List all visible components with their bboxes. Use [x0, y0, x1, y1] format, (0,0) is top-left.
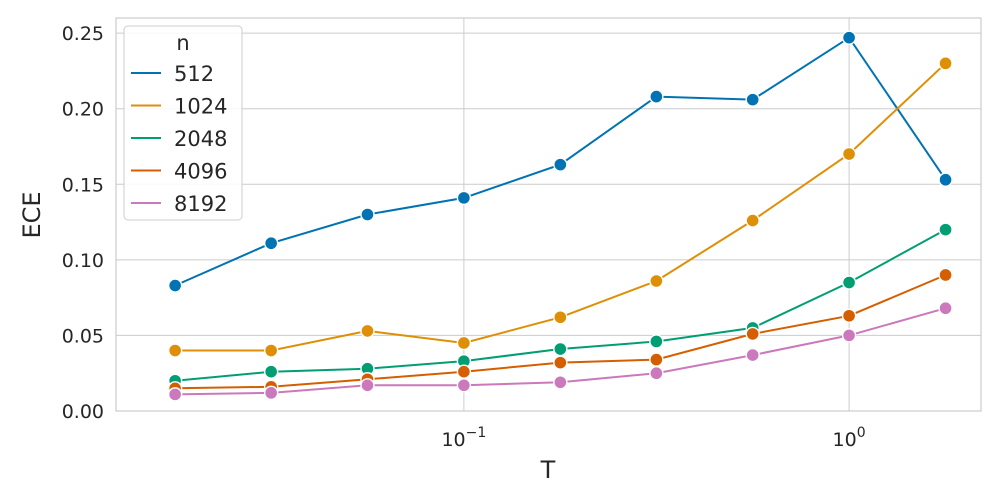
data-point — [263, 236, 279, 251]
data-point — [553, 355, 568, 370]
data-point — [649, 89, 664, 104]
legend-items: 512 1024 2048 4096 8192 — [131, 62, 227, 216]
series-line-1024 — [175, 62, 947, 352]
data-point — [649, 273, 664, 289]
data-point — [649, 352, 664, 367]
data-point — [456, 378, 472, 393]
legend-box — [123, 25, 243, 221]
data-point — [745, 347, 760, 363]
data-point — [553, 310, 568, 325]
data-point — [360, 207, 375, 222]
legend-title: n — [176, 31, 189, 55]
data-point — [938, 267, 953, 283]
series-group — [167, 30, 953, 402]
y-axis-ticks: 0.00 0.05 0.10 0.15 0.20 0.25 — [62, 23, 104, 423]
data-point — [649, 334, 664, 349]
data-point — [745, 326, 760, 342]
data-point — [553, 341, 568, 357]
data-point — [938, 301, 953, 316]
series-512 — [167, 30, 953, 293]
y-tick-label: 0.00 — [62, 401, 104, 423]
data-point — [360, 323, 375, 339]
legend: n 512 1024 2048 4096 8192 — [123, 25, 243, 221]
x-axis-ticks: 10−1 100 — [441, 425, 865, 451]
legend-item-label: 2048 — [174, 127, 227, 151]
data-point — [167, 278, 183, 293]
y-tick-label: 0.10 — [62, 250, 104, 272]
y-tick-label: 0.05 — [62, 325, 104, 347]
legend-item-label: 8192 — [174, 192, 227, 216]
y-tick-label: 0.25 — [62, 23, 104, 45]
y-tick-label: 0.20 — [62, 99, 104, 121]
data-point — [167, 387, 183, 402]
data-point — [841, 275, 857, 290]
data-point — [745, 92, 760, 107]
data-point — [263, 364, 279, 379]
data-point — [938, 222, 953, 237]
y-axis-label: ECE — [18, 191, 46, 238]
plot-frame — [115, 17, 982, 412]
x-tick-label: 10−1 — [441, 425, 486, 451]
x-axis-label: T — [540, 456, 556, 484]
data-point — [841, 146, 857, 162]
data-point — [360, 378, 375, 393]
data-point — [938, 172, 953, 187]
data-point — [456, 190, 472, 206]
data-point — [167, 343, 183, 358]
series-1024 — [167, 56, 953, 358]
data-point — [456, 364, 472, 379]
legend-item-label: 4096 — [174, 160, 227, 184]
data-point — [938, 56, 953, 71]
data-point — [841, 30, 857, 45]
data-point — [456, 335, 472, 351]
data-point — [841, 328, 857, 343]
data-point — [745, 213, 760, 228]
data-point — [263, 385, 279, 401]
y-tick-label: 0.15 — [62, 174, 104, 196]
data-point — [553, 375, 568, 390]
legend-item-label: 512 — [174, 62, 214, 86]
grid — [116, 18, 981, 412]
x-tick-label: 100 — [833, 425, 866, 451]
data-point — [841, 308, 857, 323]
legend-item-label: 1024 — [174, 95, 227, 119]
series-8192 — [167, 301, 953, 402]
data-point — [263, 343, 279, 358]
data-point — [553, 157, 568, 172]
data-point — [649, 366, 664, 381]
